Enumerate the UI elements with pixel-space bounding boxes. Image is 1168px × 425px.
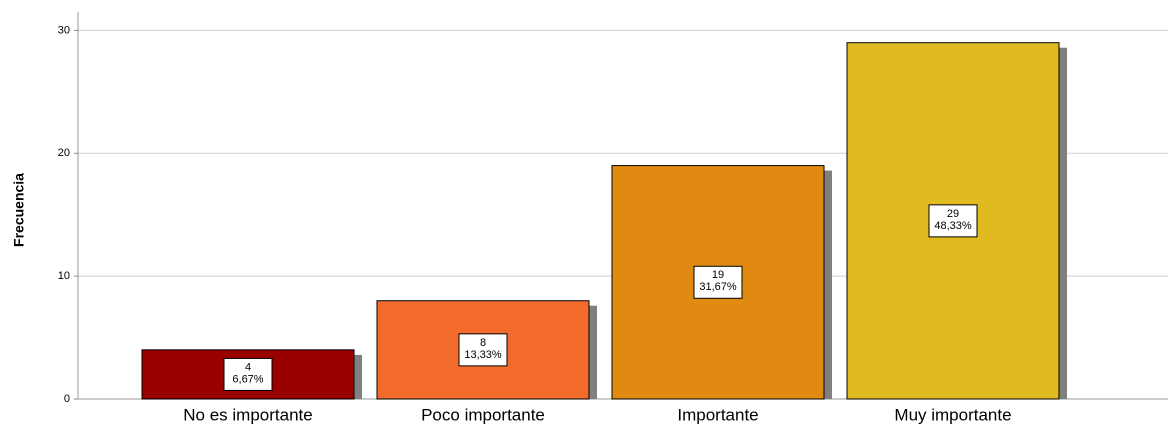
- x-tick-label: No es importante: [183, 405, 312, 424]
- x-tick-label: Importante: [677, 405, 758, 424]
- label-box: [223, 357, 273, 391]
- value-label: 19: [712, 269, 724, 281]
- y-tick-label: 30: [58, 24, 70, 36]
- percentage-label: 31,67%: [699, 281, 737, 293]
- percentage-label: 6,67%: [232, 373, 263, 385]
- value-label: 29: [947, 208, 959, 220]
- x-tick-label: Poco importante: [421, 405, 545, 424]
- value-label: 8: [480, 337, 486, 349]
- percentage-label: 48,33%: [934, 220, 972, 232]
- label-box: [928, 204, 978, 238]
- value-label: 4: [245, 361, 251, 373]
- label-box: [458, 333, 508, 367]
- x-tick-label: Muy importante: [894, 405, 1011, 424]
- percentage-label: 13,33%: [464, 349, 502, 361]
- y-tick-label: 20: [58, 147, 70, 159]
- y-tick-label: 0: [64, 393, 70, 405]
- y-tick-label: 10: [58, 270, 70, 282]
- y-axis-label: Frecuencia: [11, 173, 27, 247]
- label-box: [693, 265, 743, 299]
